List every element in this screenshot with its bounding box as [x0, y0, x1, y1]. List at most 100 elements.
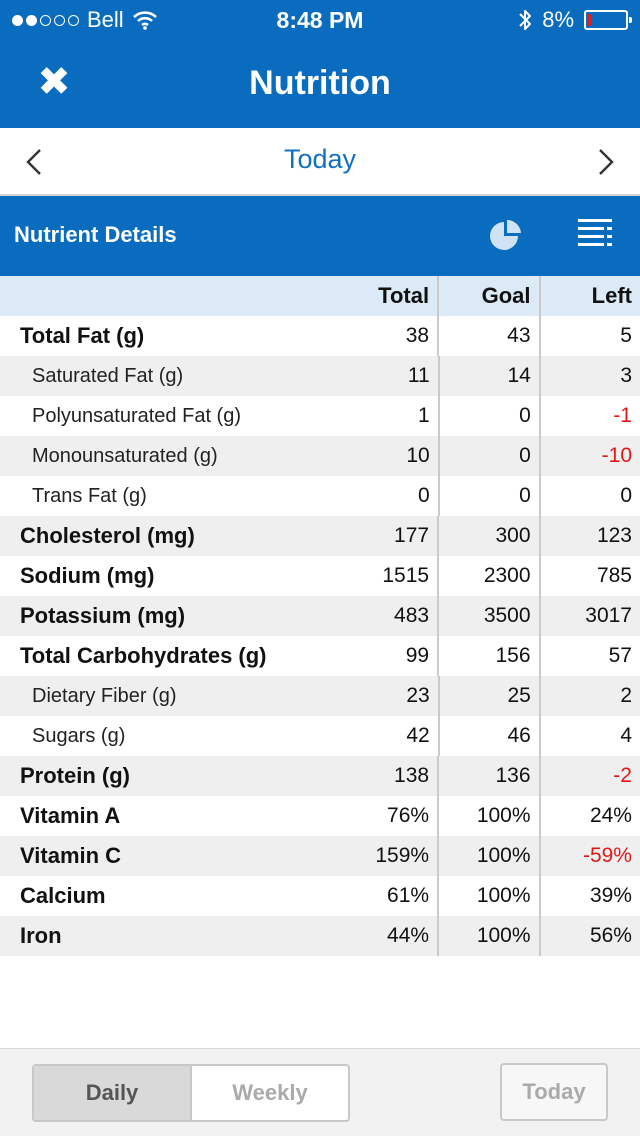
chevron-right-icon: [599, 149, 614, 175]
left-value: -1: [538, 396, 640, 436]
nutrient-name: Saturated Fat (g): [32, 364, 184, 387]
left-value: 56%: [538, 916, 640, 956]
table-header-row: Total Goal Left: [0, 276, 640, 316]
goal-value: 25: [437, 676, 539, 716]
pie-chart-icon: [490, 219, 521, 250]
date-navigator: Today: [0, 128, 640, 196]
total-value: 61%: [387, 884, 430, 907]
goal-value: 14: [437, 356, 539, 396]
today-button[interactable]: Today: [500, 1063, 608, 1121]
table-row: Dietary Fiber (g) 23 25 2: [0, 676, 640, 716]
left-value: 785: [538, 556, 640, 596]
goal-value: 300: [437, 516, 538, 556]
status-bar: Bell 8:48 PM 8%: [0, 0, 640, 40]
table-row: Sugars (g) 42 46 4: [0, 716, 640, 756]
total-value: 483: [394, 604, 430, 627]
left-value: 57: [538, 636, 640, 676]
table-row: Vitamin C 159% 100% -59%: [0, 836, 640, 876]
nutrient-name: Dietary Fiber (g): [32, 684, 177, 707]
list-icon: [578, 219, 612, 246]
total-value: 177: [394, 524, 430, 547]
table-row: Monounsaturated (g) 10 0 -10: [0, 436, 640, 476]
table-row: Cholesterol (mg) 177 300 123: [0, 516, 640, 556]
left-value: 24%: [538, 796, 640, 836]
next-day-button[interactable]: [584, 140, 628, 184]
battery-level-fill: [588, 14, 591, 26]
nutrient-name: Total Carbohydrates (g): [20, 643, 267, 668]
left-value: -2: [538, 756, 640, 796]
goal-value: 100%: [437, 836, 538, 876]
nutrient-name: Calcium: [20, 883, 106, 908]
table-row: Total Carbohydrates (g) 99 156 57: [0, 636, 640, 676]
goal-value: 0: [437, 476, 539, 516]
table-row: Potassium (mg) 483 3500 3017: [0, 596, 640, 636]
table-row: Vitamin A 76% 100% 24%: [0, 796, 640, 836]
wifi-icon: [132, 11, 157, 30]
bluetooth-icon: [519, 10, 532, 30]
nutrient-name: Iron: [20, 923, 62, 948]
total-value: 11: [407, 364, 430, 387]
header-goal: Goal: [437, 276, 538, 316]
section-title: Nutrient Details: [14, 222, 177, 247]
list-view-button[interactable]: [576, 216, 616, 256]
period-segmented-control: Daily Weekly: [32, 1064, 350, 1122]
nutrient-name: Monounsaturated (g): [32, 444, 218, 467]
chevron-left-icon: [26, 149, 41, 175]
total-value: 42: [406, 724, 430, 747]
nutrient-name: Vitamin A: [20, 803, 121, 828]
left-value: -10: [538, 436, 640, 476]
daily-tab[interactable]: Daily: [34, 1066, 192, 1120]
total-value: 138: [394, 764, 430, 787]
app-header: Bell 8:48 PM 8% ✖ Nutrition: [0, 0, 640, 128]
table-row: Calcium 61% 100% 39%: [0, 876, 640, 916]
nutrient-name: Trans Fat (g): [32, 484, 147, 507]
weekly-tab[interactable]: Weekly: [232, 1080, 308, 1105]
nutrient-name: Protein (g): [20, 763, 130, 788]
status-right: 8%: [518, 7, 632, 33]
left-value: -59%: [538, 836, 640, 876]
total-value: 159%: [375, 844, 430, 867]
nutrient-name: Sugars (g): [32, 724, 126, 747]
left-value: 5: [538, 316, 640, 356]
nutrient-name: Polyunsaturated Fat (g): [32, 404, 241, 427]
close-button[interactable]: ✖: [34, 62, 74, 102]
goal-value: 2300: [437, 556, 538, 596]
left-value: 3017: [538, 596, 640, 636]
status-time: 8:48 PM: [276, 7, 364, 33]
previous-day-button[interactable]: [12, 140, 56, 184]
date-label[interactable]: Today: [283, 144, 357, 174]
total-value: 10: [406, 444, 430, 467]
page-title: Nutrition: [249, 64, 391, 102]
left-value: 123: [538, 516, 640, 556]
bottom-toolbar: Daily Weekly Today: [0, 1048, 640, 1136]
goal-value: 43: [437, 316, 538, 356]
goal-value: 156: [437, 636, 538, 676]
table-row: Total Fat (g) 38 43 5: [0, 316, 640, 356]
table-row: Iron 44% 100% 56%: [0, 916, 640, 956]
battery-icon: [584, 10, 632, 30]
nutrient-name: Cholesterol (mg): [20, 523, 195, 548]
left-value: 2: [538, 676, 640, 716]
table-row: Saturated Fat (g) 11 14 3: [0, 356, 640, 396]
table-body: Total Fat (g) 38 43 5 Saturated Fat (g) 11 14 3…: [0, 316, 640, 956]
total-value: 38: [405, 324, 430, 347]
goal-value: 0: [437, 396, 539, 436]
header-left: Left: [538, 276, 640, 316]
nutrient-name: Sodium (mg): [20, 563, 155, 588]
table-row: Polyunsaturated Fat (g) 1 0 -1: [0, 396, 640, 436]
goal-value: 3500: [437, 596, 538, 636]
signal-strength-icon: [12, 14, 79, 26]
table-row: Sodium (mg) 1515 2300 785: [0, 556, 640, 596]
nutrient-name: Potassium (mg): [20, 603, 186, 628]
table-row: Protein (g) 138 136 -2: [0, 756, 640, 796]
table-row: Trans Fat (g) 0 0 0: [0, 476, 640, 516]
section-header: Nutrient Details: [0, 196, 640, 276]
carrier-name: Bell: [87, 7, 124, 32]
goal-value: 46: [437, 716, 539, 756]
battery-percent: 8%: [542, 7, 574, 32]
pie-chart-view-button[interactable]: [488, 218, 528, 258]
left-value: 0: [538, 476, 640, 516]
total-value: 44%: [387, 924, 430, 947]
goal-value: 100%: [437, 916, 538, 956]
left-value: 39%: [538, 876, 640, 916]
